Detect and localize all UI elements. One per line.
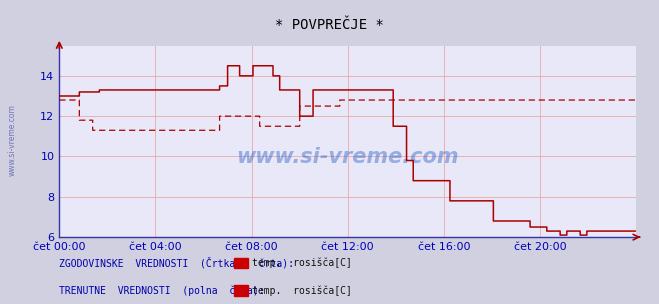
Text: * POVPREČJE *: * POVPREČJE * <box>275 18 384 32</box>
Text: ZGODOVINSKE  VREDNOSTI  (Črtkana  črta):: ZGODOVINSKE VREDNOSTI (Črtkana črta): <box>59 257 295 269</box>
Text: www.si-vreme.com: www.si-vreme.com <box>8 104 17 176</box>
Text: temp.  rosišča[C]: temp. rosišča[C] <box>252 258 353 268</box>
Text: www.si-vreme.com: www.si-vreme.com <box>237 147 459 167</box>
Text: TRENUTNE  VREDNOSTI  (polna  črta):: TRENUTNE VREDNOSTI (polna črta): <box>59 285 265 295</box>
Text: temp.  rosišča[C]: temp. rosišča[C] <box>252 285 353 295</box>
